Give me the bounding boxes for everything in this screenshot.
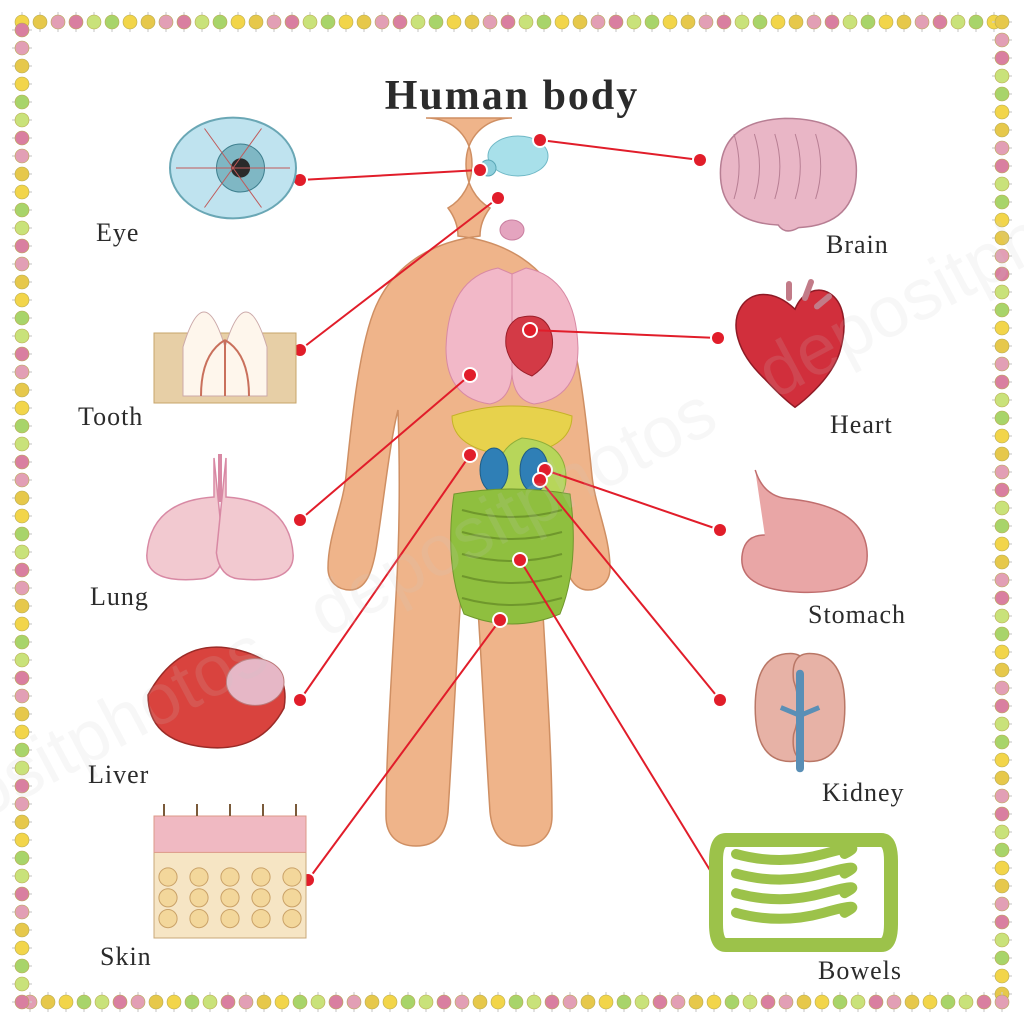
eye-icon: [170, 118, 296, 219]
leader-brain: [540, 140, 700, 160]
label-liver: Liver: [88, 760, 149, 790]
brain-icon: [720, 118, 856, 231]
diagram-canvas: [0, 0, 1024, 1024]
label-stomach: Stomach: [808, 600, 906, 630]
label-kidney: Kidney: [822, 778, 905, 808]
label-eye: Eye: [96, 218, 139, 248]
infographic-stage: { "type": "infographic", "title": "Human…: [0, 0, 1024, 1024]
liver-icon: [148, 647, 285, 748]
bowels-icon: [716, 818, 891, 946]
leader-eye: [300, 170, 480, 180]
tooth-icon: [154, 312, 296, 403]
label-heart: Heart: [830, 410, 893, 440]
label-brain: Brain: [826, 230, 889, 260]
label-lung: Lung: [90, 582, 149, 612]
label-bowels: Bowels: [818, 956, 902, 986]
lung-icon: [147, 454, 293, 580]
kidney-icon: [755, 654, 845, 769]
page-title: Human body: [0, 72, 1024, 120]
heart-icon: [736, 282, 844, 407]
label-tooth: Tooth: [78, 402, 143, 432]
human-silhouette: [328, 118, 610, 846]
skin-icon: [154, 804, 306, 938]
stomach-icon: [742, 470, 867, 592]
label-skin: Skin: [100, 942, 152, 972]
